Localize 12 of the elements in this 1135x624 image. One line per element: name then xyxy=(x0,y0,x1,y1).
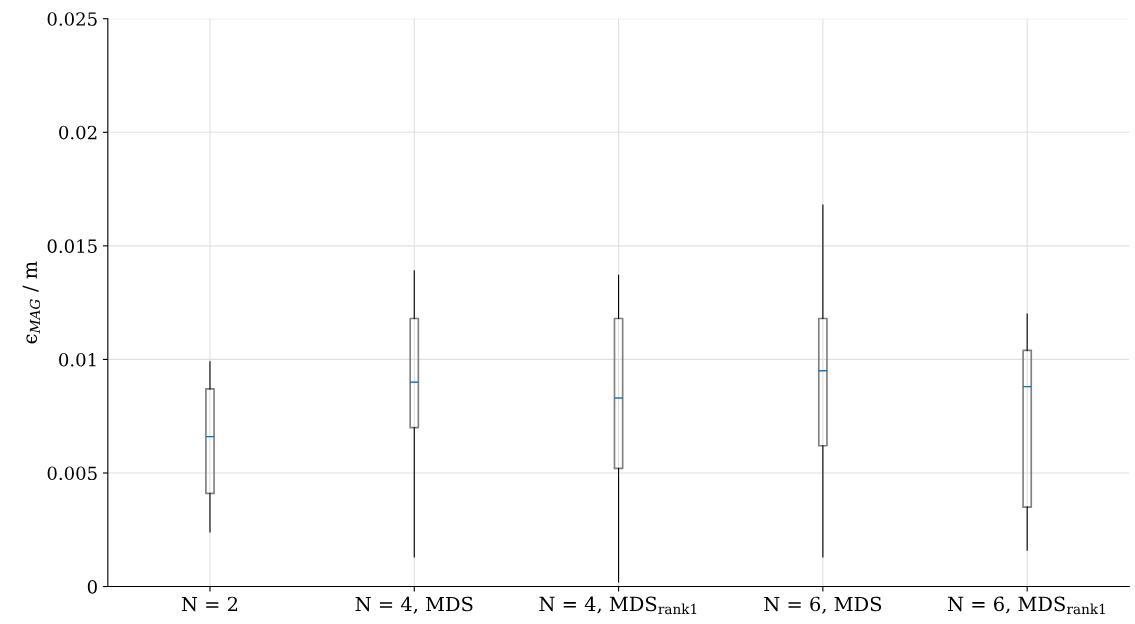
x-tick-label: N = 2 xyxy=(181,596,238,612)
y-tick-label: 0.025 xyxy=(47,12,97,26)
x-tick-label: N = 6, MDS$_{rank1}$ xyxy=(948,596,1105,615)
y-tick-label: 0.005 xyxy=(47,466,97,481)
y-tick-label: 0 xyxy=(87,580,97,594)
x-tick-label: N = 6, MDS xyxy=(764,596,882,614)
y-tick-label: 0.02 xyxy=(59,125,97,140)
y-axis-title: ϵ$_{MAG}$ / m xyxy=(22,261,41,344)
x-tick-label: N = 4, MDS$_{rank1}$ xyxy=(539,596,697,615)
y-tick-label: 0.015 xyxy=(47,239,97,253)
y-tick-label: 0.01 xyxy=(59,352,96,367)
x-tick-label: N = 4, MDS xyxy=(355,596,473,614)
